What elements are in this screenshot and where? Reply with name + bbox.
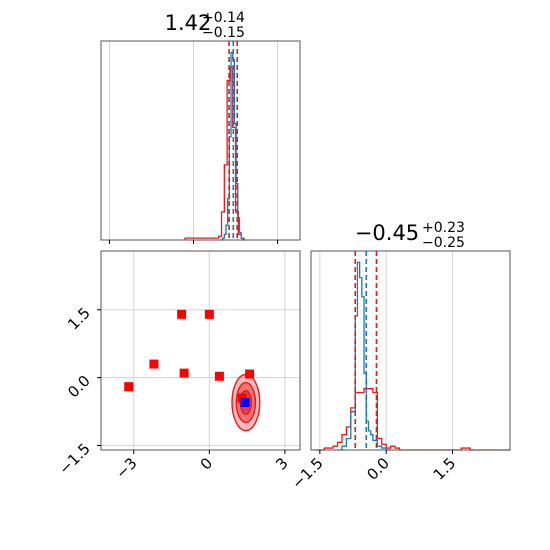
panel-right-xtick-label-1: 0.0 xyxy=(363,454,393,484)
panel-joint-point-0-3 xyxy=(177,309,187,319)
panel-joint-xtick-label-2: 3 xyxy=(272,454,291,473)
panel-right-marginal: −1.5 0.0 1.5 −0.45 +0.23 −0.25 xyxy=(288,220,511,493)
panel-joint-xtick-label-0: −3 xyxy=(112,454,140,482)
panel-joint-point-0-5 xyxy=(214,371,224,381)
panel-joint-frame xyxy=(100,250,301,451)
panel-joint-grid xyxy=(101,251,300,450)
panel-joint-point-1-0 xyxy=(240,398,250,408)
panel-right-title-value: −0.45 xyxy=(355,221,419,245)
panel-right-histograms xyxy=(315,261,510,451)
panel-top-title: 1.42 xyxy=(165,11,212,35)
panel-joint-point-0-0 xyxy=(124,382,134,392)
panel-top-frame xyxy=(100,40,301,241)
panel-right-xtick-label-0: −1.5 xyxy=(288,454,326,492)
panel-right-xtick-label-2: 1.5 xyxy=(430,454,460,484)
panel-joint-ytick-label-2: 1.5 xyxy=(64,304,94,334)
panel-joint-point-0-7 xyxy=(237,393,247,403)
panel-joint: −3 0 3 −1.5 0.0 1.5 xyxy=(55,250,301,482)
panel-top-grid xyxy=(108,41,279,240)
panel-joint-point-0-4 xyxy=(204,309,214,319)
panel-joint-xtick-label-1: 0 xyxy=(197,454,216,473)
panel-top-ticks xyxy=(108,240,279,244)
panel-right-quantile-lines xyxy=(354,251,378,450)
panel-top-histograms xyxy=(184,51,245,241)
panel-top-marginal: 1.42 +0.14 −0.15 xyxy=(100,10,301,244)
panel-joint-point-0-2 xyxy=(179,368,189,378)
panel-joint-point-0-6 xyxy=(245,369,255,379)
panel-top-histogram-1 xyxy=(184,66,245,240)
panel-joint-ytick-label-1: 0.0 xyxy=(64,372,94,402)
panel-joint-point-0-1 xyxy=(149,359,159,369)
panel-top-title-value: 1.42 xyxy=(165,11,212,35)
panel-right-grid xyxy=(319,251,453,450)
panel-right-histogram-0 xyxy=(337,261,391,451)
panel-top-title-lower: −0.15 xyxy=(202,25,245,41)
panel-right-title-lower: −0.25 xyxy=(422,235,465,251)
panel-top-histogram-0 xyxy=(220,51,245,241)
panel-top-title-upper: +0.14 xyxy=(202,10,245,26)
panel-right-ticks: −1.5 0.0 1.5 xyxy=(288,450,459,493)
panel-right-frame xyxy=(310,250,511,451)
panel-right-histogram-1 xyxy=(315,388,510,451)
panel-top-quantile-lines xyxy=(228,41,239,240)
panel-right-title-upper: +0.23 xyxy=(422,220,465,236)
panel-joint-ytick-label-0: −1.5 xyxy=(55,440,93,478)
panel-joint-points xyxy=(124,309,255,408)
